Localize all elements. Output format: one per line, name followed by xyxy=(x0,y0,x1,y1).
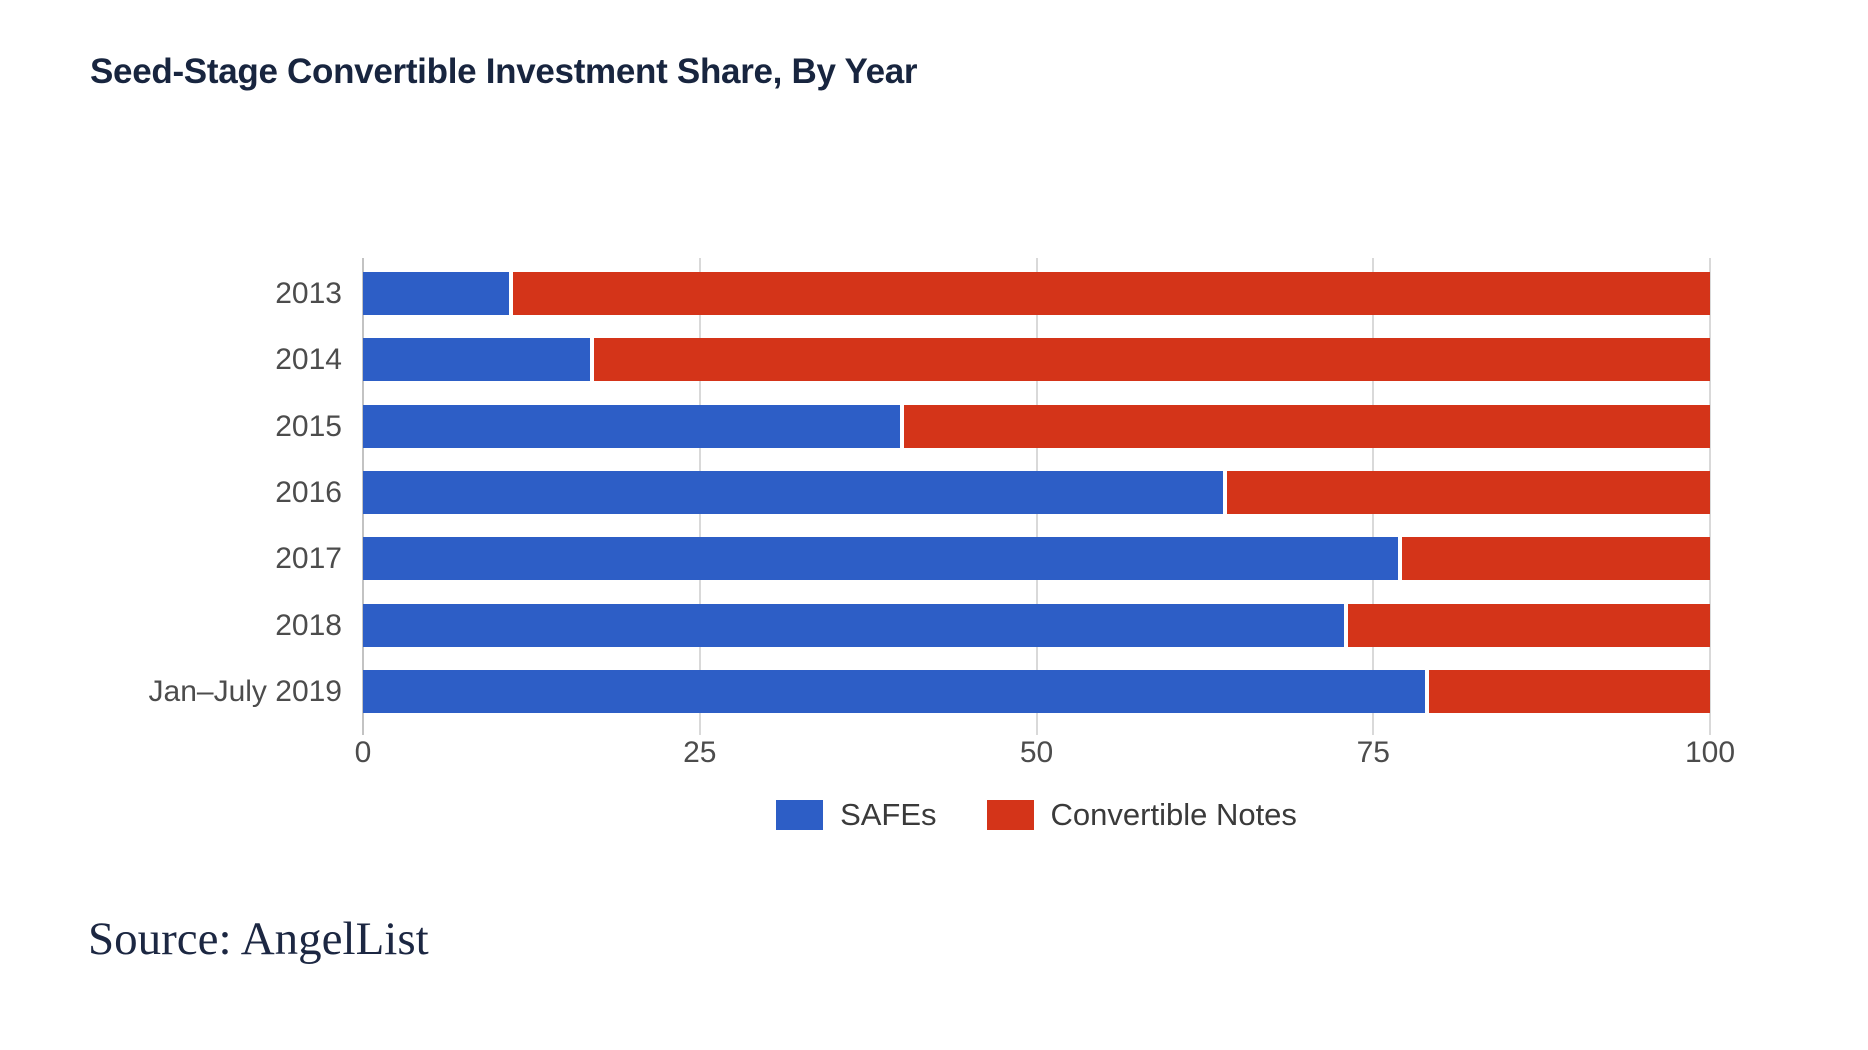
bar-segment-safes-2018 xyxy=(363,604,1345,647)
x-axis-label-0: 0 xyxy=(354,736,372,769)
bar-segment-safes-2016 xyxy=(363,471,1224,514)
bar-segment-safes-2014 xyxy=(363,338,590,381)
bar-row-2017 xyxy=(363,537,1710,580)
legend-label-safes: SAFEs xyxy=(840,797,937,832)
bar-segment-safes-2013 xyxy=(363,272,510,315)
bar-segment-safes-2015 xyxy=(363,405,900,448)
bar-segment-notes-2013 xyxy=(513,272,1710,315)
plot-area xyxy=(362,258,1711,735)
x-axis-label-100: 100 xyxy=(1684,736,1736,769)
y-axis-label-2016: 2016 xyxy=(275,476,342,509)
bar-row-2015 xyxy=(363,405,1710,448)
bar-row-2018 xyxy=(363,604,1710,647)
bar-segment-notes-jan-july-2019 xyxy=(1429,670,1710,713)
bar-segment-safes-jan-july-2019 xyxy=(363,670,1426,713)
y-axis-label-2017: 2017 xyxy=(275,542,342,575)
x-axis-label-75: 75 xyxy=(1356,736,1390,769)
legend-item-convertible-notes: Convertible Notes xyxy=(986,797,1297,833)
gridline-100 xyxy=(1709,258,1711,735)
y-axis-label-2015: 2015 xyxy=(275,410,342,443)
x-axis-label-25: 25 xyxy=(683,736,717,769)
bar-row-2014 xyxy=(363,338,1710,381)
bar-segment-safes-2017 xyxy=(363,537,1399,580)
x-axis-label-50: 50 xyxy=(1019,736,1054,769)
y-axis-label-2013: 2013 xyxy=(275,277,342,310)
bar-segment-notes-2018 xyxy=(1348,604,1710,647)
legend-swatch-convertible-notes xyxy=(986,800,1034,830)
source-caption: Source: AngelList xyxy=(88,913,429,965)
legend-item-safes: SAFEs xyxy=(776,797,937,833)
legend-swatch-safes xyxy=(776,800,824,830)
bar-row-jan-july-2019 xyxy=(363,670,1710,713)
legend-label-convertible-notes: Convertible Notes xyxy=(1050,797,1297,832)
bar-segment-notes-2016 xyxy=(1227,471,1710,514)
chart-title: Seed-Stage Convertible Investment Share,… xyxy=(90,52,918,91)
y-axis-label-2014: 2014 xyxy=(275,343,342,376)
bar-row-2016 xyxy=(363,471,1710,514)
y-axis-label-jan-july-2019: Jan–July 2019 xyxy=(148,675,342,708)
bar-segment-notes-2015 xyxy=(903,405,1710,448)
bar-row-2013 xyxy=(363,272,1710,315)
legend: SAFEs Convertible Notes xyxy=(363,797,1710,833)
y-axis-label-2018: 2018 xyxy=(275,609,342,642)
bar-segment-notes-2014 xyxy=(593,338,1710,381)
bar-segment-notes-2017 xyxy=(1402,537,1710,580)
